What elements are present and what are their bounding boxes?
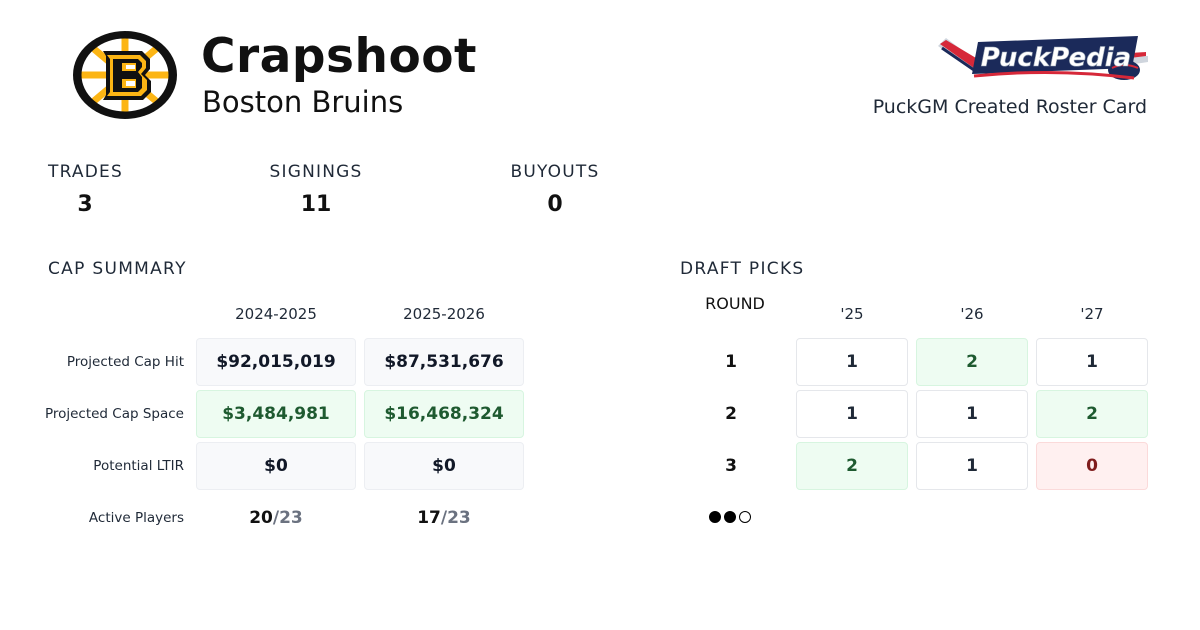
year-header: '27: [1080, 305, 1104, 323]
stat-value: 3: [77, 192, 93, 217]
pick-r2-27: 2: [1036, 390, 1148, 438]
round-number: 2: [725, 404, 737, 424]
pick-r3-26: 1: [916, 442, 1028, 490]
stat-buyouts: BUYOUTS 0: [510, 160, 600, 220]
stat-trades: TRADES 3: [48, 160, 122, 220]
brand-caption: PuckGM Created Roster Card: [872, 96, 1147, 118]
pick-r2-25: 1: [796, 390, 908, 438]
stat-label: SIGNINGS: [269, 162, 363, 182]
active-count: 17: [417, 508, 441, 528]
cap-summary-title: CAP SUMMARY: [48, 259, 187, 279]
cap-space-2025: $16,468,324: [364, 390, 524, 438]
active-players-2025: 17/23: [364, 494, 524, 542]
pick-r1-25: 1: [796, 338, 908, 386]
pick-r1-27: 1: [1036, 338, 1148, 386]
pick-r3-25: 2: [796, 442, 908, 490]
stat-value: 0: [547, 192, 563, 217]
dot-filled-icon[interactable]: [709, 511, 721, 523]
ltir-2024: $0: [196, 442, 356, 490]
pick-r3-27: 0: [1036, 442, 1148, 490]
cap-hit-2024: $92,015,019: [196, 338, 356, 386]
active-players-2024: 20/23: [196, 494, 356, 542]
cap-space-2024: $3,484,981: [196, 390, 356, 438]
bruins-logo-icon: [70, 29, 180, 121]
stat-label: BUYOUTS: [510, 162, 600, 182]
round-header: ROUND: [705, 294, 765, 313]
round-number: 3: [725, 456, 737, 476]
active-count: 20: [249, 508, 273, 528]
pagination-dots: [709, 511, 751, 523]
row-label-ltir: Potential LTIR: [93, 458, 184, 474]
row-label-cap-hit: Projected Cap Hit: [66, 354, 184, 370]
team-name: Boston Bruins: [202, 85, 404, 119]
draft-picks-title: DRAFT PICKS: [680, 259, 805, 279]
season-header: 2025-2026: [403, 305, 485, 323]
pick-r2-26: 1: [916, 390, 1028, 438]
stat-value: 11: [300, 192, 332, 217]
year-header: '25: [840, 305, 864, 323]
active-max: /23: [272, 508, 303, 528]
puckpedia-logo-icon: PuckPedia: [934, 28, 1154, 92]
row-label-active-players: Active Players: [88, 510, 184, 526]
ltir-2025: $0: [364, 442, 524, 490]
row-label-cap-space: Projected Cap Space: [44, 406, 184, 422]
active-max: /23: [440, 508, 471, 528]
season-header: 2024-2025: [235, 305, 317, 323]
cap-hit-2025: $87,531,676: [364, 338, 524, 386]
pick-r1-26: 2: [916, 338, 1028, 386]
roster-title: Crapshoot: [201, 29, 478, 84]
dot-filled-icon[interactable]: [724, 511, 736, 523]
svg-text:PuckPedia: PuckPedia: [981, 43, 1131, 73]
stat-label: TRADES: [48, 162, 123, 182]
dot-empty-icon[interactable]: [739, 511, 751, 523]
round-number: 1: [725, 352, 737, 372]
stat-signings: SIGNINGS 11: [269, 160, 363, 220]
year-header: '26: [960, 305, 984, 323]
